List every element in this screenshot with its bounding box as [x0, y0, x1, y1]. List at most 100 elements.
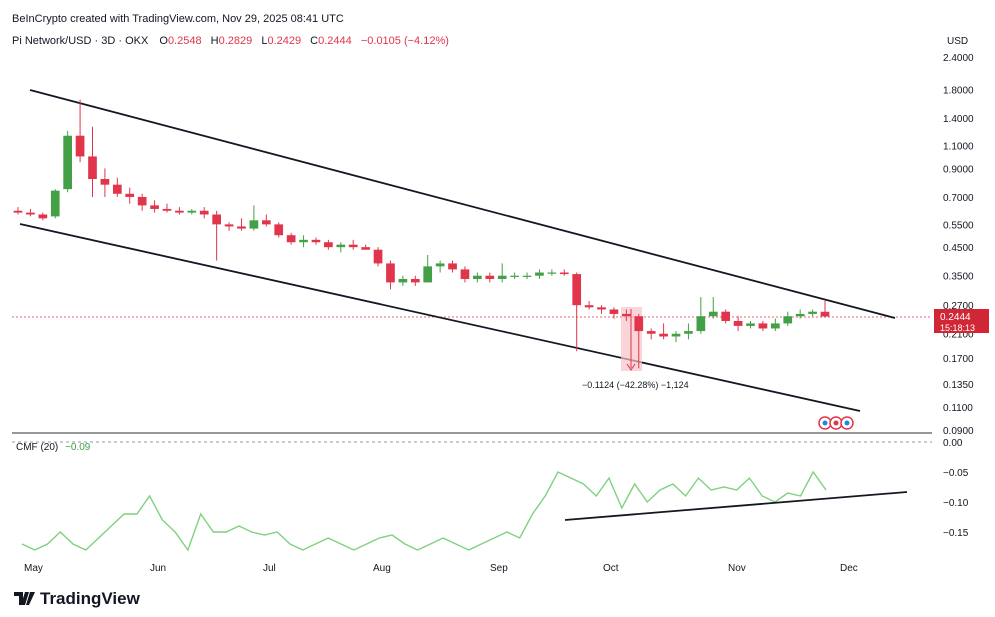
candle	[286, 232, 296, 245]
cmf-value: −0.09	[65, 442, 91, 453]
time-tick-label: Sep	[490, 563, 508, 574]
candle	[274, 222, 284, 238]
cmf-title: CMF (20) −0.09	[16, 442, 91, 453]
time-tick-label: May	[24, 563, 43, 574]
cmf-tick-label: −0.10	[943, 498, 969, 509]
candle-body	[13, 210, 23, 213]
candle	[758, 320, 768, 332]
candle-body	[522, 275, 532, 277]
price-tick-label: 0.2700	[943, 301, 974, 312]
cmf-support-trendline	[564, 491, 908, 521]
candle	[609, 307, 619, 319]
flag-icon-inner	[844, 420, 850, 426]
candle	[361, 244, 370, 250]
created-label: BeInCrypto created with TradingView.com,…	[12, 13, 344, 25]
candle	[783, 311, 793, 326]
candle	[100, 168, 110, 197]
candle-body	[535, 272, 544, 276]
candle-body	[50, 190, 60, 217]
candle	[261, 214, 271, 227]
candle	[485, 272, 495, 283]
candle-body	[187, 210, 197, 213]
candle	[237, 218, 246, 231]
cmf-label: CMF (20)	[16, 442, 58, 453]
candle-body	[746, 323, 755, 326]
candle	[212, 210, 221, 261]
candle-body	[485, 275, 495, 280]
candle-body	[137, 196, 147, 206]
candle	[510, 272, 519, 280]
candle	[808, 309, 817, 317]
candle-body	[497, 275, 507, 280]
candle-body	[410, 279, 420, 283]
candle	[547, 269, 557, 276]
candle	[26, 208, 35, 217]
candle	[473, 272, 482, 283]
symbol-name: Pi Network/USD · 3D · OKX	[12, 35, 149, 47]
candle	[410, 275, 420, 286]
event-icons[interactable]	[818, 416, 854, 430]
candle-body	[671, 333, 681, 337]
price-axis-panel	[932, 28, 995, 573]
last-price-value: 0.2444	[940, 312, 971, 323]
close-value: 0.2444	[318, 35, 352, 47]
candle	[125, 187, 135, 204]
close-label: C	[310, 35, 318, 47]
candle-body	[88, 156, 97, 179]
time-tick-label: Oct	[603, 563, 619, 574]
candle	[38, 212, 48, 221]
time-tick-label: Dec	[840, 563, 858, 574]
lower-channel-trendline	[19, 223, 861, 412]
price-tick-label: 0.1700	[943, 354, 974, 365]
candle-body	[609, 309, 619, 314]
candlestick-series	[13, 99, 830, 369]
candle-body	[423, 266, 433, 283]
candle-body	[150, 205, 159, 209]
candle	[187, 208, 197, 215]
countdown-value: 15:18:13	[940, 323, 975, 333]
candle-body	[324, 242, 333, 248]
candle	[572, 272, 582, 352]
candle-body	[224, 224, 234, 227]
candle	[646, 328, 656, 340]
candle	[199, 207, 209, 219]
price-tick-label: 0.1350	[943, 380, 974, 391]
open-value: 0.2548	[168, 35, 202, 47]
high-value: 0.2829	[219, 35, 253, 47]
candle	[535, 269, 544, 280]
candle	[460, 266, 470, 283]
candle-body	[212, 214, 221, 225]
time-tick-label: Jun	[150, 563, 166, 574]
upper-channel-trendline	[29, 89, 896, 319]
price-tick-label: 0.0900	[943, 426, 974, 437]
candle-body	[733, 320, 743, 326]
candle	[634, 313, 644, 369]
candle-body	[795, 313, 805, 317]
time-axis-ticks: May Jun Jul Aug Sep Oct Nov Dec	[24, 563, 858, 574]
candle-body	[808, 311, 817, 314]
candle	[423, 255, 433, 283]
candle-body	[336, 244, 346, 248]
candle	[88, 126, 97, 197]
candle	[448, 260, 457, 273]
candle-body	[311, 239, 321, 243]
measure-arrow-head	[626, 363, 636, 371]
candle-body	[646, 331, 656, 334]
candle-body	[510, 275, 519, 277]
open-label: O	[159, 35, 168, 47]
candle	[63, 131, 73, 193]
time-tick-label: Nov	[728, 563, 746, 574]
price-tick-label: 2.4000	[943, 53, 974, 64]
candle-body	[361, 247, 370, 250]
candle-body	[274, 224, 284, 236]
candle-body	[634, 316, 644, 332]
candle-body	[299, 239, 308, 243]
candle	[522, 272, 532, 280]
candle-body	[38, 214, 48, 219]
candle	[373, 247, 383, 267]
candle-body	[63, 135, 73, 190]
candle	[175, 207, 184, 215]
candle	[497, 263, 507, 283]
candle-body	[597, 307, 606, 310]
